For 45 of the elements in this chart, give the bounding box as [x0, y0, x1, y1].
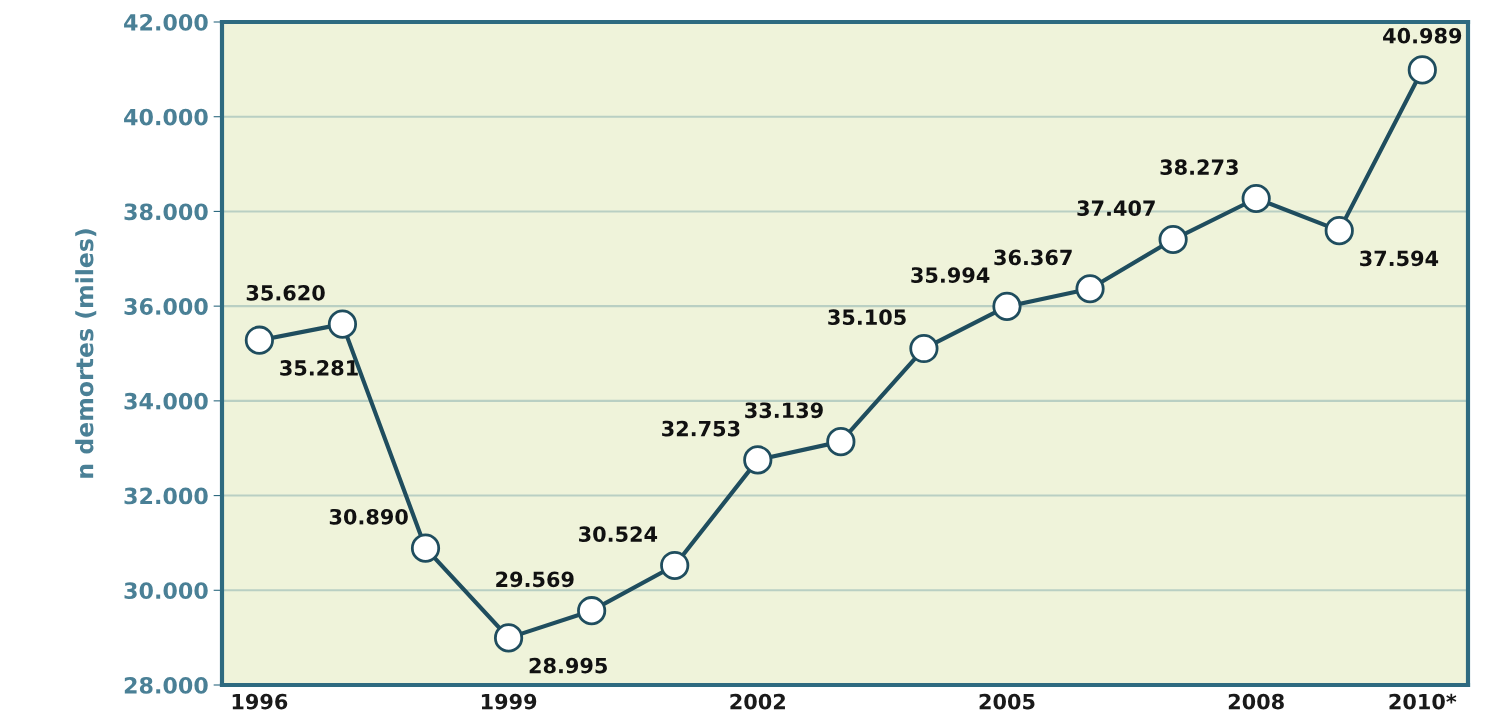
- point: [1158, 224, 1188, 255]
- y-tick-label: 38.000: [124, 203, 208, 221]
- y-tick-label: 42.000: [124, 13, 208, 31]
- data-label: 35.994: [911, 267, 990, 283]
- x-tick-label: 2008: [1228, 693, 1284, 710]
- data-label: 32.753: [662, 420, 740, 437]
- data-label: 30.524: [579, 526, 658, 542]
- data-label: 35.105: [828, 309, 906, 326]
- data-label: 38.273: [1160, 159, 1238, 176]
- y-tick-label: 36.000: [124, 298, 208, 315]
- point: [410, 533, 441, 563]
- x-tick-label: 1999: [481, 693, 537, 710]
- x-tick-label: 2010*: [1389, 693, 1457, 710]
- y-tick-label: 34.000: [124, 392, 208, 410]
- y-tick-label: 40.000: [124, 108, 208, 126]
- y-tick-label: 28.000: [124, 676, 208, 694]
- point: [743, 445, 773, 475]
- data-label: 37.594: [1360, 250, 1439, 267]
- data-label: 29.569: [496, 571, 574, 588]
- point: [1241, 183, 1271, 214]
- point: [909, 333, 939, 364]
- x-tick-label: 2005: [979, 693, 1035, 710]
- point: [1324, 216, 1354, 246]
- data-label: 40.989: [1383, 27, 1462, 44]
- y-axis-title: n demortes (miles): [75, 229, 97, 478]
- data-label: 35.281: [280, 360, 358, 376]
- data-label: 36.367: [994, 249, 1072, 266]
- x-tick-label: 2002: [730, 693, 785, 710]
- point: [494, 623, 524, 653]
- point: [992, 291, 1022, 322]
- x-tick-label: 1996: [232, 693, 288, 710]
- point: [1407, 55, 1437, 85]
- y-tick-label: 30.000: [124, 582, 208, 600]
- data-label: 35.620: [246, 284, 325, 301]
- data-label: 37.407: [1077, 200, 1155, 217]
- data-label: 30.890: [329, 508, 408, 525]
- point: [244, 325, 274, 355]
- point: [577, 596, 607, 626]
- point: [1075, 274, 1105, 304]
- point: [826, 427, 856, 457]
- data-label: 33.139: [745, 402, 823, 419]
- data-label: 28.995: [529, 657, 607, 674]
- y-tick-label: 32.000: [124, 487, 208, 505]
- point: [660, 550, 690, 581]
- point: [327, 309, 358, 339]
